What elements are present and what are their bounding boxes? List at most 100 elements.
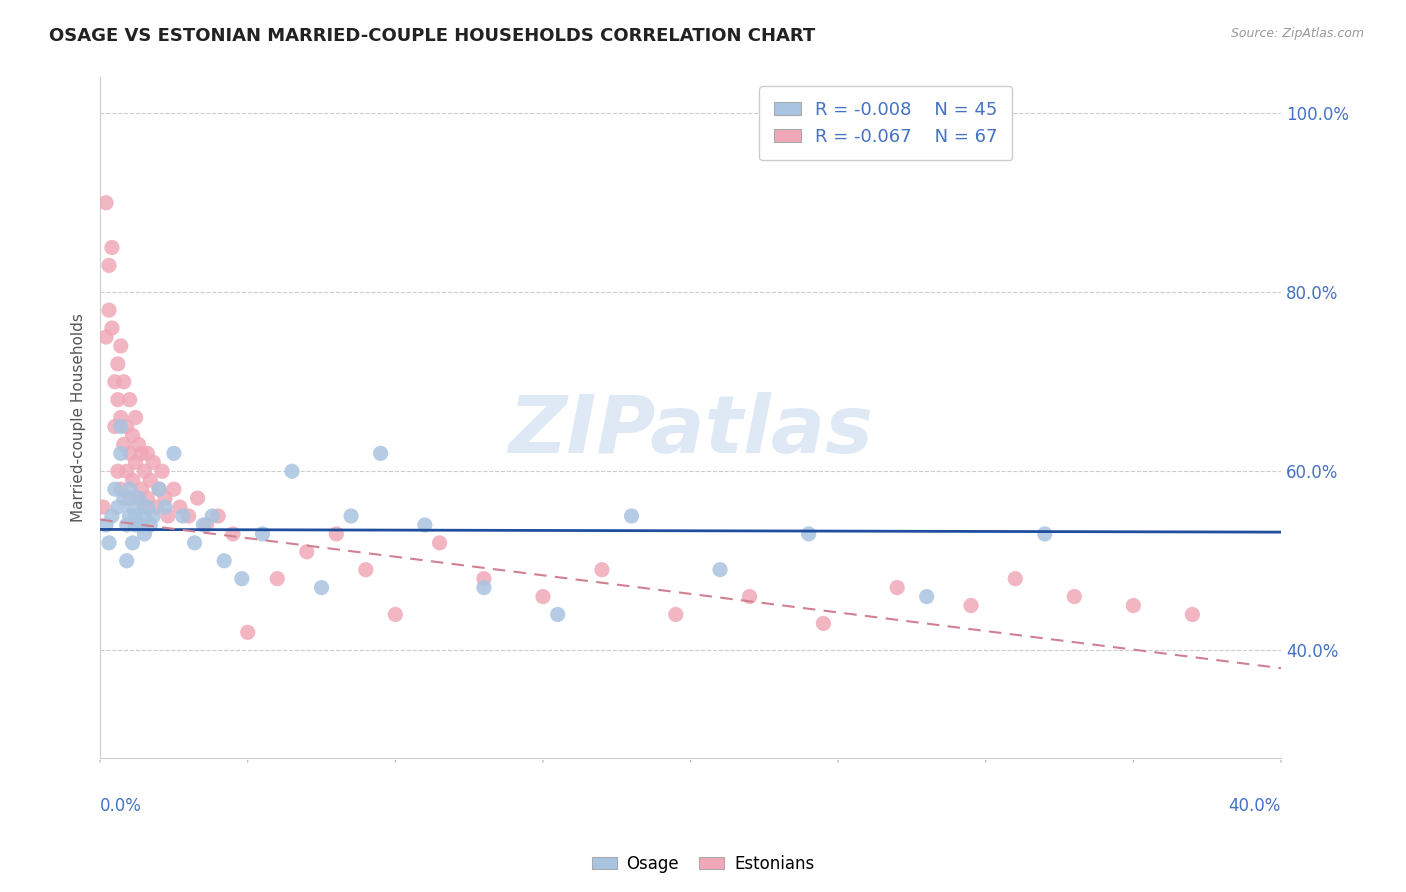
Point: [311, 581, 333, 595]
Point: [128, 437, 150, 451]
Point: [115, 554, 138, 568]
Point: [212, 554, 235, 568]
Point: [252, 527, 274, 541]
Point: [121, 428, 143, 442]
Point: [118, 508, 141, 523]
Point: [107, 464, 129, 478]
Point: [98, 303, 121, 318]
Text: ZIPatlas: ZIPatlas: [508, 392, 873, 470]
Point: [104, 375, 127, 389]
Point: [148, 482, 170, 496]
Point: [110, 419, 132, 434]
Point: [384, 607, 406, 622]
Point: [281, 464, 304, 478]
Y-axis label: Married-couple Households: Married-couple Households: [72, 313, 86, 522]
Point: [110, 339, 132, 353]
Point: [340, 508, 363, 523]
Point: [148, 482, 170, 496]
Point: [295, 545, 318, 559]
Point: [131, 482, 153, 496]
Point: [915, 590, 938, 604]
Point: [193, 518, 215, 533]
Point: [591, 563, 613, 577]
Point: [266, 572, 288, 586]
Point: [134, 464, 156, 478]
Point: [136, 446, 159, 460]
Point: [472, 581, 495, 595]
Point: [150, 464, 173, 478]
Point: [112, 375, 135, 389]
Point: [124, 508, 146, 523]
Legend: Osage, Estonians: Osage, Estonians: [585, 848, 821, 880]
Point: [177, 508, 200, 523]
Point: [354, 563, 377, 577]
Point: [142, 455, 165, 469]
Point: [110, 410, 132, 425]
Point: [115, 464, 138, 478]
Point: [236, 625, 259, 640]
Point: [115, 419, 138, 434]
Point: [98, 536, 121, 550]
Point: [886, 581, 908, 595]
Point: [101, 508, 124, 523]
Point: [1122, 599, 1144, 613]
Point: [413, 518, 436, 533]
Point: [1033, 527, 1056, 541]
Text: 0.0%: 0.0%: [100, 797, 142, 814]
Point: [107, 500, 129, 514]
Point: [101, 240, 124, 254]
Point: [142, 508, 165, 523]
Point: [128, 491, 150, 505]
Point: [94, 518, 117, 533]
Point: [121, 500, 143, 514]
Point: [118, 482, 141, 496]
Point: [172, 508, 194, 523]
Point: [91, 500, 114, 514]
Point: [107, 357, 129, 371]
Point: [960, 599, 983, 613]
Point: [1063, 590, 1085, 604]
Point: [222, 527, 245, 541]
Point: [1181, 607, 1204, 622]
Point: [112, 491, 135, 505]
Point: [738, 590, 761, 604]
Point: [231, 572, 253, 586]
Point: [112, 437, 135, 451]
Point: [121, 473, 143, 487]
Point: [370, 446, 392, 460]
Point: [153, 491, 176, 505]
Point: [134, 508, 156, 523]
Point: [195, 518, 218, 533]
Text: OSAGE VS ESTONIAN MARRIED-COUPLE HOUSEHOLDS CORRELATION CHART: OSAGE VS ESTONIAN MARRIED-COUPLE HOUSEHO…: [49, 27, 815, 45]
Point: [98, 259, 121, 273]
Point: [429, 536, 451, 550]
Point: [157, 508, 180, 523]
Point: [110, 482, 132, 496]
Point: [813, 616, 835, 631]
Point: [709, 563, 731, 577]
Point: [153, 500, 176, 514]
Text: 40.0%: 40.0%: [1229, 797, 1281, 814]
Point: [797, 527, 820, 541]
Point: [124, 410, 146, 425]
Point: [169, 500, 191, 514]
Point: [118, 491, 141, 505]
Point: [110, 446, 132, 460]
Point: [101, 321, 124, 335]
Point: [118, 392, 141, 407]
Point: [104, 419, 127, 434]
Text: Source: ZipAtlas.com: Source: ZipAtlas.com: [1230, 27, 1364, 40]
Point: [163, 446, 186, 460]
Point: [128, 491, 150, 505]
Point: [121, 536, 143, 550]
Point: [207, 508, 229, 523]
Point: [1004, 572, 1026, 586]
Point: [183, 536, 205, 550]
Point: [139, 518, 162, 533]
Point: [163, 482, 186, 496]
Point: [118, 446, 141, 460]
Point: [547, 607, 569, 622]
Point: [124, 518, 146, 533]
Point: [136, 500, 159, 514]
Point: [94, 330, 117, 344]
